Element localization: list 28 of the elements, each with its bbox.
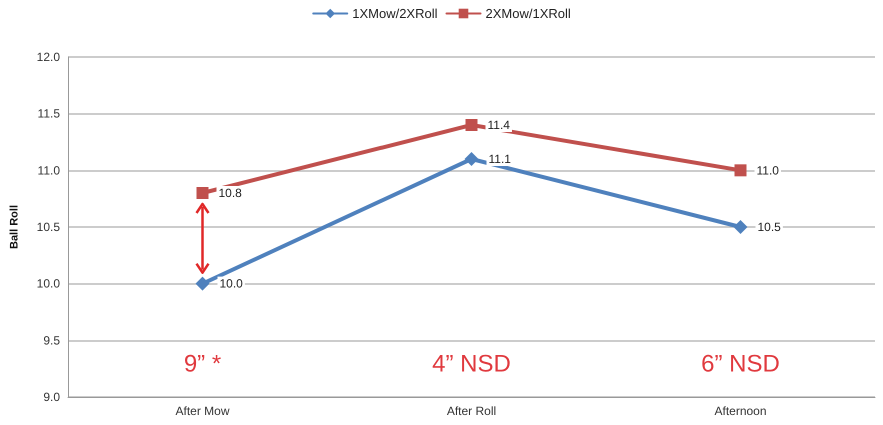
- y-tick-label: 11.0: [38, 163, 60, 178]
- y-tick-label: 12.0: [36, 50, 60, 64]
- data-label: 11.4: [488, 118, 510, 132]
- y-tick-label: 9.0: [43, 390, 60, 404]
- data-label: 10.0: [220, 276, 244, 291]
- point: [734, 220, 748, 234]
- annotation: 9” *: [184, 350, 222, 378]
- data-label: 10.5: [758, 220, 782, 234]
- y-axis-title: Ball Roll: [8, 204, 20, 250]
- legend-label: 2XMow/1XRoll: [486, 6, 571, 21]
- legend-label: 1XMow/2XRoll: [352, 6, 438, 21]
- x-tick-label: After Roll: [446, 404, 496, 418]
- point: [466, 119, 478, 131]
- y-tick-label: 11.5: [38, 106, 60, 121]
- data-label: 11.0: [756, 163, 780, 178]
- point: [734, 164, 746, 176]
- x-tick-label: Afternoon: [714, 404, 767, 418]
- annotation: 6” NSD: [701, 350, 780, 378]
- point: [196, 187, 208, 199]
- point: [464, 152, 478, 166]
- y-tick-label: 9.5: [43, 333, 60, 348]
- point: [196, 276, 210, 291]
- data-label: 11.1: [488, 152, 512, 166]
- data-label: 10.8: [218, 186, 242, 200]
- y-tick-label: 10.0: [36, 276, 60, 291]
- annotation: 4” NSD: [432, 350, 511, 378]
- y-tick-label: 10.5: [36, 220, 60, 234]
- x-tick-label: After Mow: [175, 404, 230, 418]
